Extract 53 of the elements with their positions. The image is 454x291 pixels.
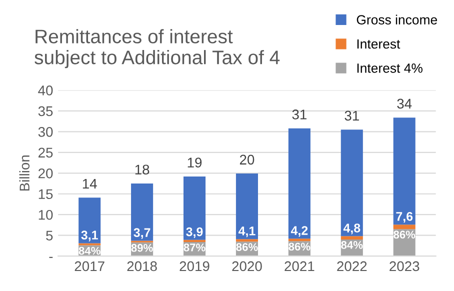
y-tick-label: - [49, 256, 53, 258]
bar [340, 236, 363, 240]
total-label: 34 [397, 98, 412, 109]
bar [393, 224, 416, 230]
annotation: 3,7 [134, 228, 150, 239]
y-tick-label: 5 [46, 230, 53, 241]
annotation: 3,1 [81, 230, 98, 242]
bar [131, 184, 154, 241]
x-tick-label: 2021 [284, 261, 314, 272]
bar [236, 239, 258, 242]
annotation: 89% [131, 244, 153, 252]
total-label: 20 [240, 154, 254, 165]
total-label: 14 [82, 178, 97, 189]
y-tick-label: 10 [38, 210, 53, 220]
y-axis-title: Billion [19, 156, 30, 191]
x-tick-label: 2020 [232, 261, 262, 272]
annotation: 84% [78, 246, 100, 255]
x-tick-label: 2022 [337, 261, 367, 272]
annotation: 4,2 [290, 226, 308, 237]
x-tick-label: 2018 [127, 261, 157, 272]
annotation: 86% [236, 243, 258, 251]
x-tick-label: 2019 [180, 261, 210, 272]
bar [393, 118, 416, 225]
y-tick-label: 35 [38, 106, 53, 116]
annotation: 87% [184, 244, 206, 252]
annotation: 3,9 [186, 227, 203, 238]
annotation: 86% [394, 230, 416, 239]
total-label: 31 [344, 110, 359, 121]
annotation: 86% [288, 242, 310, 251]
bar [236, 174, 258, 240]
annotation: 4,8 [343, 224, 360, 234]
legend-label: Gross income [356, 14, 438, 24]
annotation: 7,6 [396, 212, 413, 223]
y-tick-label: 25 [38, 148, 53, 158]
bar [183, 176, 206, 240]
y-tick-label: 30 [38, 127, 53, 137]
y-tick-label: 15 [38, 189, 53, 200]
x-tick-label: 2023 [390, 261, 420, 272]
bar [288, 128, 310, 239]
y-tick-label: 20 [38, 168, 53, 178]
y-tick-label: 40 [38, 86, 53, 96]
total-label: 31 [292, 110, 306, 120]
total-label: 19 [188, 158, 202, 168]
legend-label: Interest [357, 39, 400, 49]
bar [78, 198, 101, 244]
bar [340, 130, 363, 236]
total-label: 18 [135, 164, 150, 175]
annotation: 84% [341, 241, 363, 249]
x-tick-label: 2017 [74, 261, 104, 272]
legend-label: Interest 4% [357, 64, 422, 73]
annotation: 4,1 [238, 226, 256, 238]
chart-title: Remittances of interest subject to Additional Tax of 4 [34, 29, 280, 68]
bar [288, 238, 310, 242]
